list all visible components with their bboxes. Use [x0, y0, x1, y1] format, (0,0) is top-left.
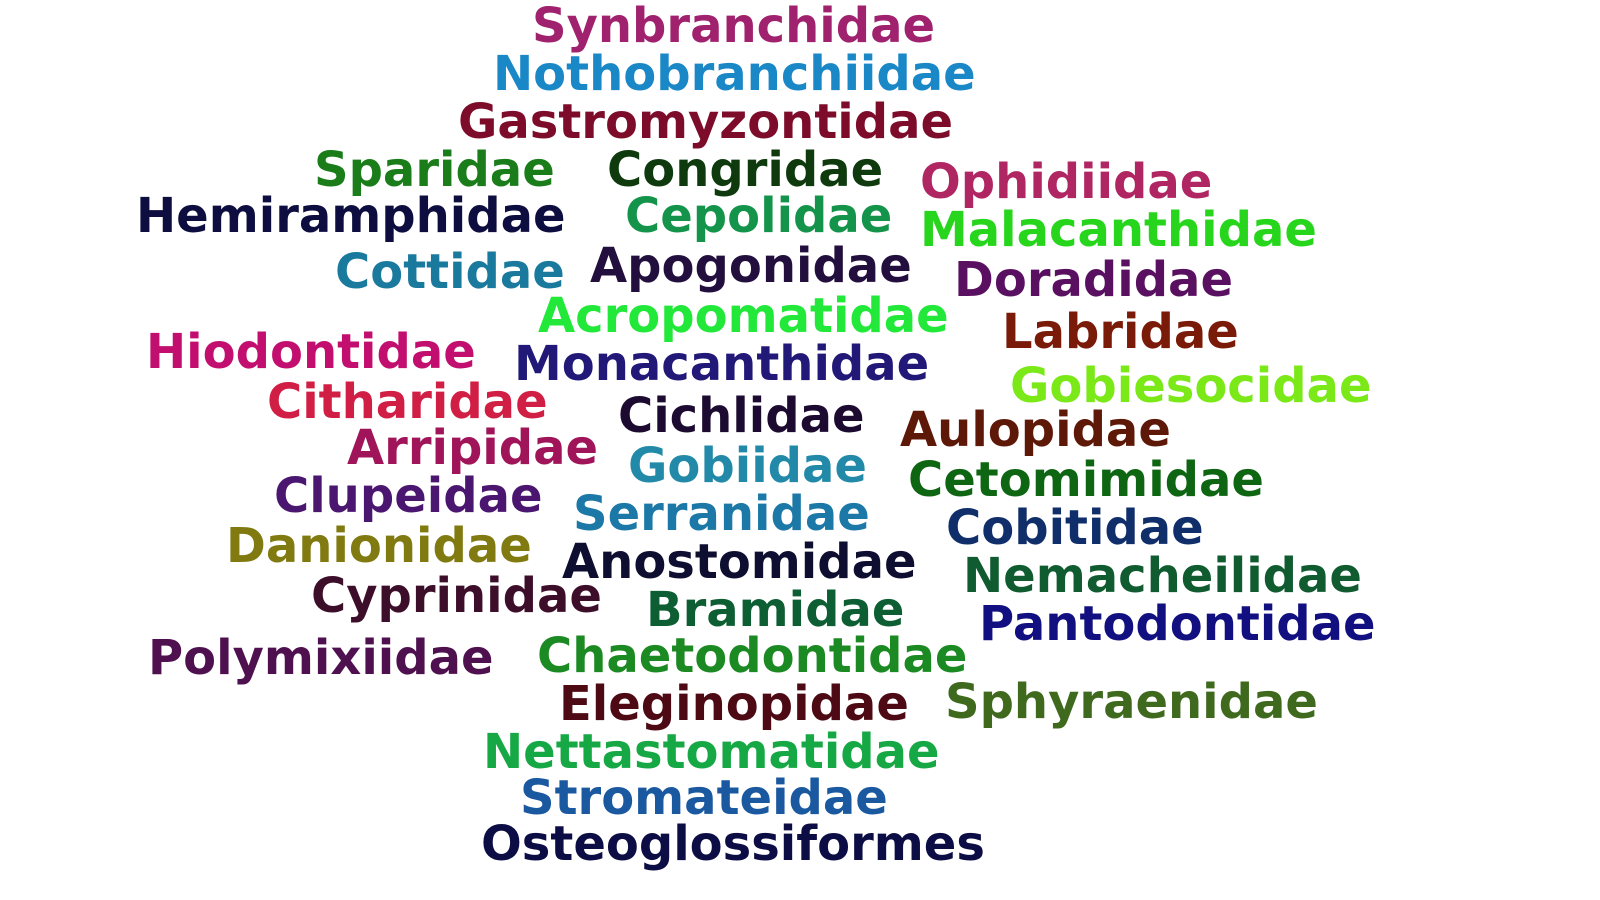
word-chaetodontidae: Chaetodontidae [537, 628, 968, 684]
word-arripidae: Arripidae [347, 420, 599, 476]
word-congridae: Congridae [607, 142, 884, 198]
word-ophidiidae: Ophidiidae [920, 154, 1213, 210]
word-stromateidae: Stromateidae [520, 770, 888, 826]
word-apogonidae: Apogonidae [590, 238, 912, 294]
word-pantodontidae: Pantodontidae [979, 596, 1376, 652]
word-gastromyzontidae: Gastromyzontidae [458, 94, 954, 150]
word-danionidae: Danionidae [226, 518, 532, 574]
word-nothobranchiidae: Nothobranchiidae [493, 46, 976, 102]
word-acropomatidae: Acropomatidae [538, 288, 949, 344]
word-anostomidae: Anostomidae [562, 534, 917, 590]
word-cyprinidae: Cyprinidae [311, 568, 602, 624]
word-sphyraenidae: Sphyraenidae [945, 674, 1318, 730]
word-gobiidae: Gobiidae [628, 438, 867, 494]
word-eleginopidae: Eleginopidae [559, 676, 909, 732]
word-nettastomatidae: Nettastomatidae [483, 724, 940, 780]
word-bramidae: Bramidae [646, 582, 905, 638]
word-citharidae: Citharidae [267, 374, 548, 430]
word-cottidae: Cottidae [335, 244, 565, 300]
word-labridae: Labridae [1002, 304, 1239, 360]
word-osteoglossiformes: Osteoglossiformes [481, 816, 985, 872]
word-monacanthidae: Monacanthidae [514, 336, 930, 392]
word-synbranchidae: Synbranchidae [532, 0, 936, 54]
word-cetomimidae: Cetomimidae [908, 452, 1264, 508]
word-malacanthidae: Malacanthidae [920, 202, 1317, 258]
word-hemiramphidae: Hemiramphidae [136, 188, 566, 244]
word-cobitidae: Cobitidae [946, 500, 1204, 556]
word-aulopidae: Aulopidae [900, 402, 1171, 458]
word-polymixiidae: Polymixiidae [148, 630, 494, 686]
word-cichlidae: Cichlidae [618, 388, 865, 444]
word-nemacheilidae: Nemacheilidae [963, 548, 1362, 604]
word-doradidae: Doradidae [954, 252, 1233, 308]
word-cepolidae: Cepolidae [625, 188, 893, 244]
word-clupeidae: Clupeidae [274, 468, 543, 524]
word-hiodontidae: Hiodontidae [146, 324, 476, 380]
word-gobiesocidae: Gobiesocidae [1010, 358, 1372, 414]
word-sparidae: Sparidae [314, 142, 555, 198]
word-serranidae: Serranidae [573, 486, 870, 542]
